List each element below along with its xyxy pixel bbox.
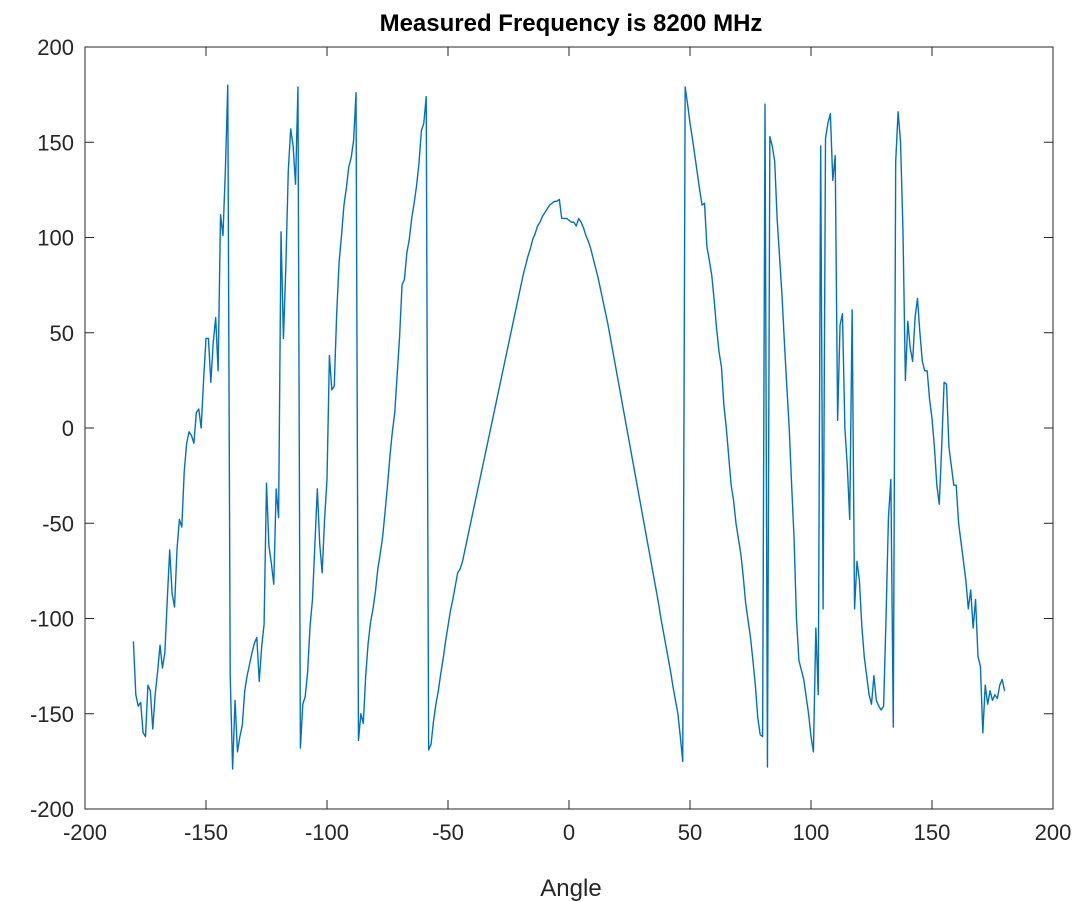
x-tick-label: -50	[432, 820, 464, 845]
x-tick-label: 200	[1035, 820, 1072, 845]
y-tick-label: 200	[37, 35, 74, 60]
y-tick-label: -100	[30, 607, 74, 632]
y-tick-label: -50	[42, 511, 74, 536]
x-tick-label: 150	[914, 820, 951, 845]
x-tick-label: -150	[184, 820, 228, 845]
y-tick-label: 50	[50, 321, 74, 346]
series-line-1	[132, 84, 1006, 770]
y-tick-label: 100	[37, 226, 74, 251]
x-tick-label: 0	[563, 820, 575, 845]
x-tick-label: 100	[793, 820, 830, 845]
x-tick-label: -200	[63, 820, 107, 845]
chart-title: Measured Frequency is 8200 MHz	[380, 10, 763, 37]
y-tick-label: -150	[30, 702, 74, 727]
y-tick-label: 150	[37, 130, 74, 155]
x-tick-label: -100	[305, 820, 349, 845]
x-axis-label: Angle	[540, 875, 601, 902]
plot-area	[84, 46, 1054, 810]
x-axis: -200 -150 -100 -50 0 50 100 150 200	[63, 47, 1071, 845]
y-axis: -200 -150 -100 -50 0 50 100 150 200	[30, 35, 1053, 822]
x-tick-label: 50	[678, 820, 702, 845]
y-tick-label: 0	[62, 416, 74, 441]
y-tick-label: -200	[30, 797, 74, 822]
